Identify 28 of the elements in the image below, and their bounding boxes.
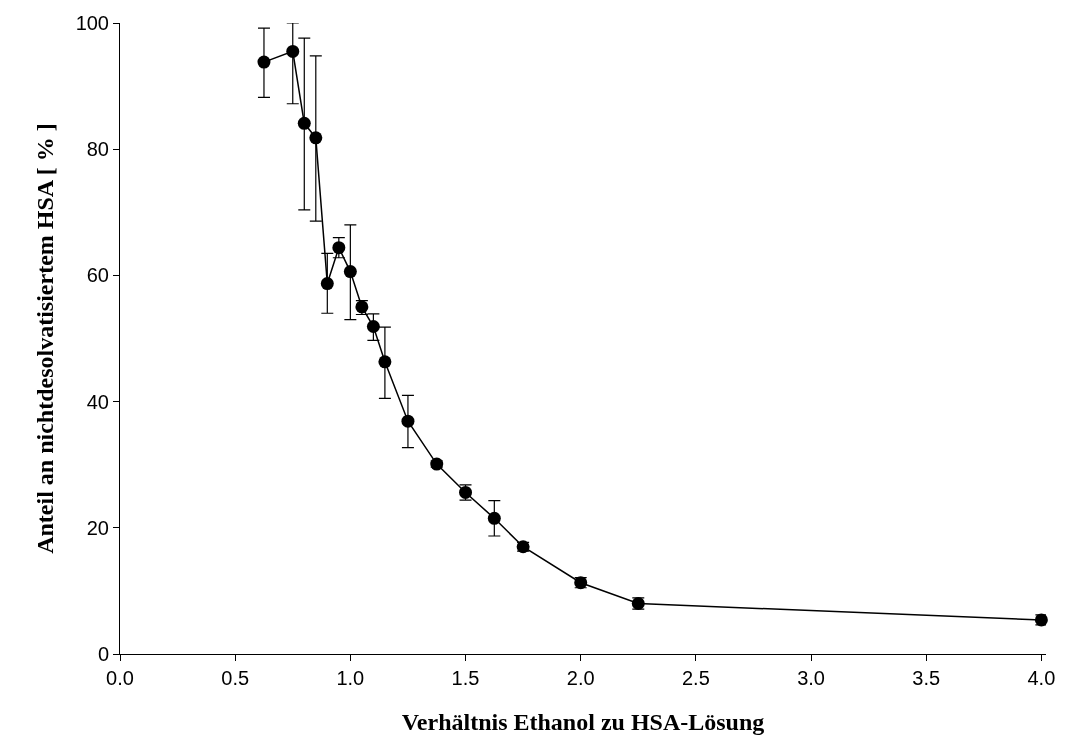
x-tick-label: 3.0 <box>797 667 825 689</box>
point <box>378 355 392 369</box>
point <box>332 241 346 255</box>
x-tick-label: 2.5 <box>681 667 710 689</box>
y-axis-title: Anteil an nichtdesolvatisiertem HSA [ % ] <box>31 123 58 554</box>
point <box>257 55 271 69</box>
x-tick-label: 3.5 <box>912 667 941 689</box>
x-tick-label: 4.0 <box>1027 667 1056 689</box>
y-tick-label: 40 <box>86 390 109 413</box>
x-tick-label: 0.5 <box>221 667 250 689</box>
point <box>320 277 334 291</box>
y-tick-label: 0 <box>97 643 109 665</box>
x-tick-label: 1.5 <box>451 667 480 689</box>
point <box>297 116 311 130</box>
point <box>309 131 323 145</box>
x-tick-label: 1.0 <box>336 667 365 689</box>
x-tick-label: 0.0 <box>106 667 134 689</box>
y-tick-label: 20 <box>86 516 109 539</box>
point <box>366 320 380 333</box>
y-tick-label: 80 <box>86 138 109 161</box>
x-axis-title: Verhältnis Ethanol zu HSA-Lösung <box>401 709 765 736</box>
point <box>343 265 357 279</box>
y-tick-label: 100 <box>75 12 109 34</box>
y-tick-label: 60 <box>86 264 109 287</box>
point <box>487 511 501 525</box>
x-tick-label: 2.0 <box>566 667 595 689</box>
point <box>286 44 300 58</box>
point <box>401 414 415 428</box>
